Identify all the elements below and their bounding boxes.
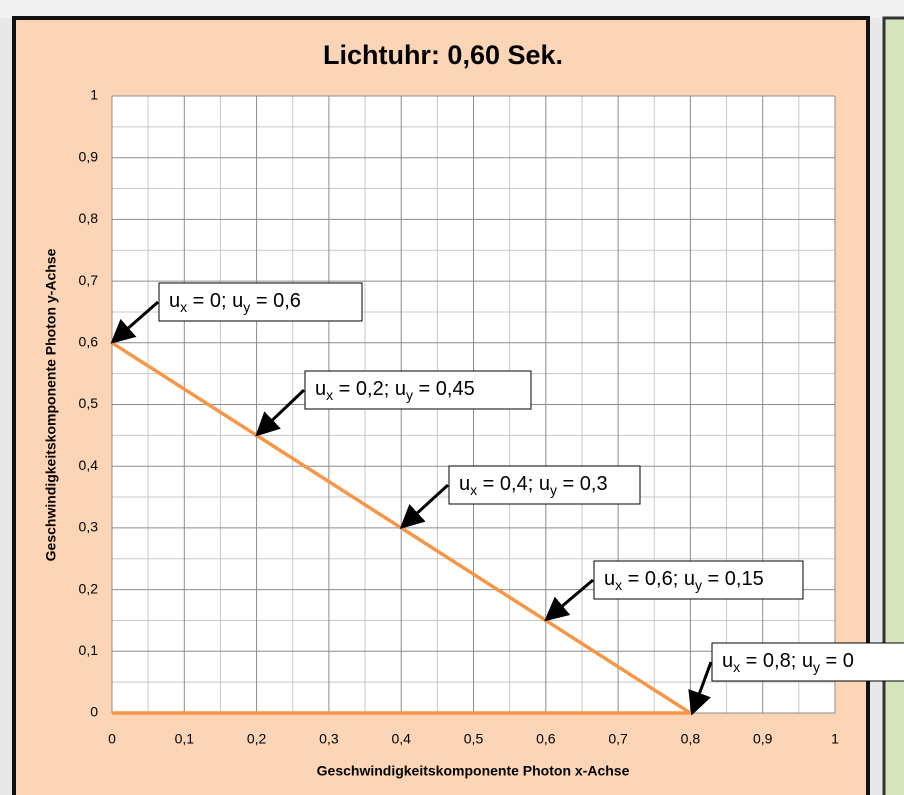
y-tick-label: 1 <box>90 87 98 103</box>
annotation-subscript: x <box>470 482 477 498</box>
annotation-text: u <box>169 290 180 312</box>
x-tick-label: 0,2 <box>247 731 267 747</box>
annotation-text: u <box>604 568 615 590</box>
top-strip <box>0 0 904 18</box>
annotation-subscript: y <box>243 299 250 315</box>
x-tick-label: 0,6 <box>536 731 556 747</box>
annotation-subscript: y <box>695 577 702 593</box>
annotation-subscript: x <box>326 387 333 403</box>
y-tick-label: 0,4 <box>79 457 99 473</box>
annotation-box <box>158 282 363 322</box>
annotation-subscript: x <box>733 659 740 675</box>
annotation-label: ux = 0,8; uy = 0 <box>722 650 854 674</box>
annotation-box <box>711 642 904 682</box>
y-tick-label: 0,7 <box>79 272 99 288</box>
annotation-text: u <box>722 650 733 672</box>
annotation-label: ux = 0; uy = 0,6 <box>169 290 301 314</box>
annotation-text: = 0,4; <box>477 473 539 495</box>
y-tick-label: 0,6 <box>79 334 99 350</box>
annotation-subscript: x <box>615 577 622 593</box>
x-tick-label: 1 <box>831 731 839 747</box>
annotation-text: = 0,6 <box>250 290 301 312</box>
annotation-text: u <box>539 473 550 495</box>
annotation-text: u <box>315 378 326 400</box>
y-tick-label: 0,3 <box>79 519 99 535</box>
x-tick-label: 0,8 <box>681 731 701 747</box>
annotation-subscript: y <box>550 482 557 498</box>
x-tick-label: 0,4 <box>391 731 411 747</box>
annotation-arrow <box>255 388 306 437</box>
x-tick-label: 0,5 <box>464 731 484 747</box>
annotation-text: = 0,8; <box>740 650 802 672</box>
annotation-text: = 0; <box>187 290 232 312</box>
annotation-label: ux = 0,4; uy = 0,3 <box>459 473 608 497</box>
y-tick-label: 0 <box>90 704 98 720</box>
annotation-label: ux = 0,2; uy = 0,45 <box>315 378 475 402</box>
annotation-text: = 0 <box>820 650 854 672</box>
annotation-label: ux = 0,6; uy = 0,15 <box>604 568 764 592</box>
annotation-arrow <box>544 578 594 622</box>
y-tick-label: 0,1 <box>79 642 99 658</box>
annotation-subscript: x <box>180 299 187 315</box>
y-tick-label: 0,5 <box>79 395 99 411</box>
annotation-subscript: y <box>813 659 820 675</box>
x-tick-label: 0,3 <box>319 731 339 747</box>
annotation-subscript: y <box>406 387 413 403</box>
annotation-arrow <box>110 300 159 344</box>
annotation-arrow <box>688 661 713 716</box>
annotation-text: u <box>684 568 695 590</box>
annotation-box <box>593 560 804 600</box>
x-tick-label: 0,1 <box>175 731 195 747</box>
annotation-text: = 0,3 <box>557 473 608 495</box>
y-axis-title: Geschwindigkeitskomponente Photon y-Achs… <box>43 248 59 561</box>
x-tick-label: 0 <box>108 731 116 747</box>
annotation-text: = 0,15 <box>702 568 764 590</box>
annotation-arrow <box>399 483 450 529</box>
x-tick-label: 0,9 <box>753 731 773 747</box>
side-panel <box>882 16 904 795</box>
annotation-text: u <box>802 650 813 672</box>
y-tick-label: 0,8 <box>79 210 99 226</box>
annotation-text: = 0,2; <box>333 378 395 400</box>
y-tick-label: 0,9 <box>79 148 99 164</box>
annotation-box <box>304 370 532 410</box>
x-axis-title: Geschwindigkeitskomponente Photon x-Achs… <box>317 763 630 779</box>
y-tick-label: 0,2 <box>79 580 99 596</box>
chart-title: Lichtuhr: 0,60 Sek. <box>323 40 563 70</box>
annotation-text: = 0,6; <box>622 568 684 590</box>
annotation-text: u <box>459 473 470 495</box>
annotation-text: u <box>395 378 406 400</box>
annotation-text: u <box>232 290 243 312</box>
x-tick-label: 0,7 <box>608 731 628 747</box>
annotation-text: = 0,45 <box>413 378 475 400</box>
annotation-box <box>448 465 641 505</box>
